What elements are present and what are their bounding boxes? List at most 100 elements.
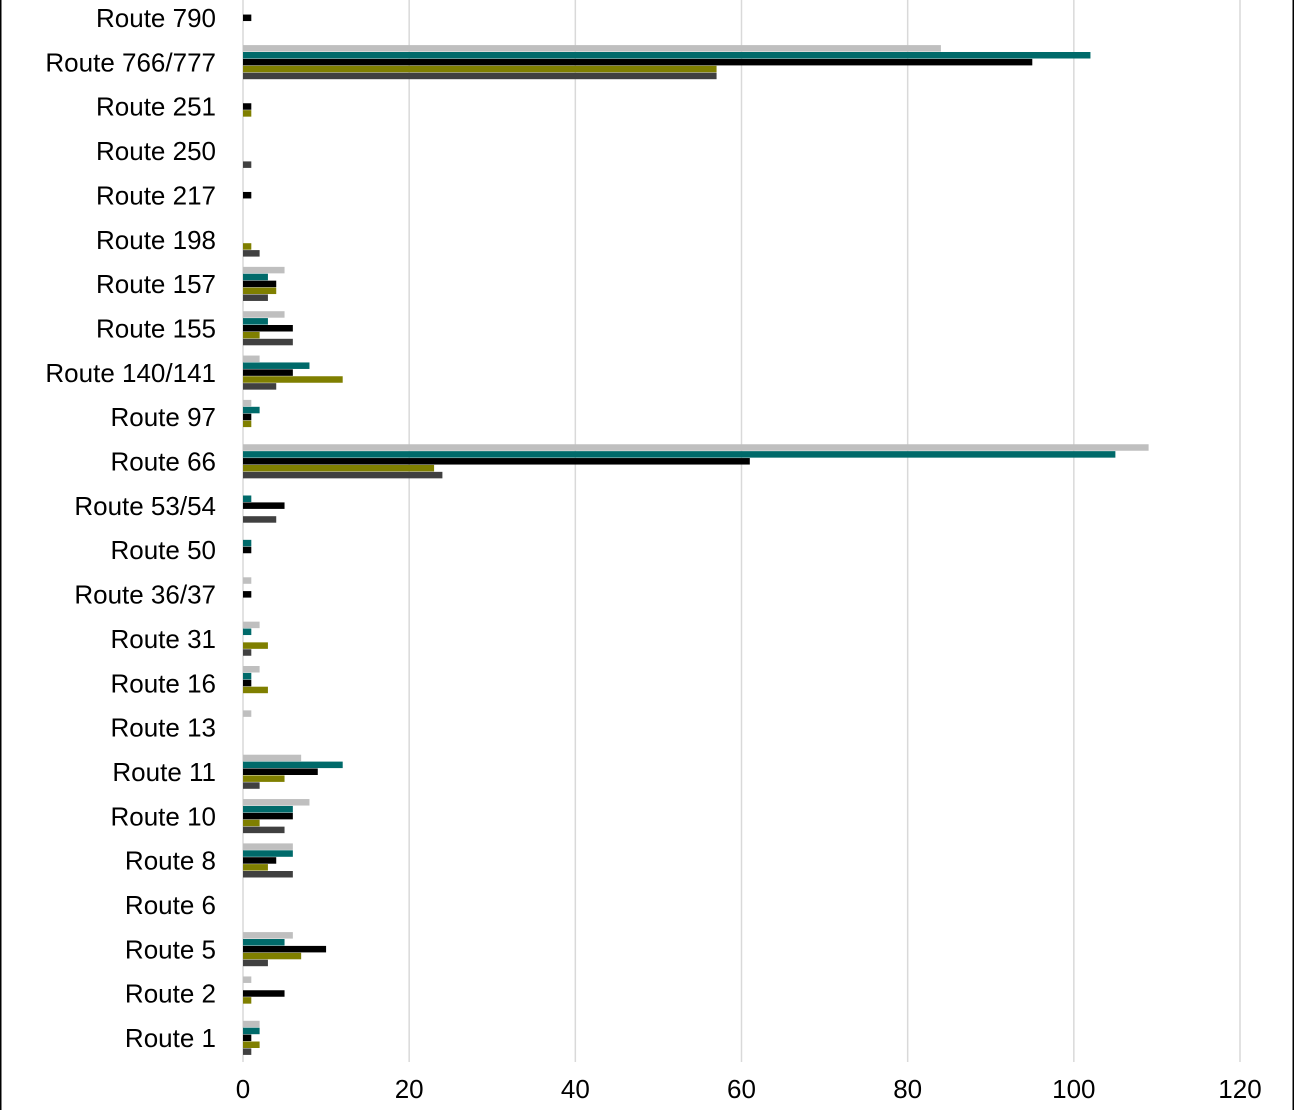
bar bbox=[243, 710, 252, 717]
category-label: Route 97 bbox=[110, 402, 216, 432]
bar bbox=[243, 399, 252, 407]
bar bbox=[243, 369, 293, 376]
bar bbox=[243, 1020, 260, 1028]
bar bbox=[243, 775, 285, 782]
bar bbox=[243, 1048, 252, 1055]
bars bbox=[243, 14, 1149, 1055]
bar bbox=[243, 413, 252, 421]
x-tick-label: 100 bbox=[1052, 1074, 1095, 1104]
bar bbox=[243, 546, 252, 554]
bar bbox=[243, 318, 268, 325]
bar bbox=[243, 45, 941, 52]
category-label: Route 157 bbox=[96, 269, 216, 299]
bar bbox=[243, 444, 1149, 451]
bar bbox=[243, 355, 260, 363]
category-label: Route 1 bbox=[125, 1023, 216, 1053]
bar bbox=[243, 1027, 260, 1035]
x-tick-label: 0 bbox=[236, 1074, 250, 1104]
bar bbox=[243, 621, 260, 629]
bar bbox=[243, 273, 268, 281]
bar bbox=[243, 250, 260, 257]
category-label: Route 16 bbox=[110, 668, 216, 698]
category-label: Route 11 bbox=[112, 757, 216, 787]
bar bbox=[243, 799, 310, 806]
category-label: Route 8 bbox=[125, 846, 216, 876]
category-label: Route 790 bbox=[96, 3, 216, 33]
bar bbox=[243, 420, 252, 428]
bar bbox=[243, 932, 293, 939]
x-tick-label: 120 bbox=[1218, 1074, 1261, 1104]
bar bbox=[243, 110, 252, 117]
bar bbox=[243, 850, 293, 857]
bar bbox=[243, 52, 1091, 59]
bar bbox=[243, 826, 285, 834]
bar bbox=[243, 628, 252, 636]
bar bbox=[243, 58, 1033, 66]
bar bbox=[243, 857, 277, 864]
category-label: Route 10 bbox=[110, 801, 216, 831]
bar bbox=[243, 577, 252, 584]
bar bbox=[243, 103, 252, 110]
x-tick-label: 80 bbox=[893, 1074, 922, 1104]
bar bbox=[243, 243, 252, 250]
category-label: Route 6 bbox=[125, 890, 216, 920]
bar bbox=[243, 679, 252, 687]
bar bbox=[243, 287, 277, 295]
bar bbox=[243, 495, 252, 502]
bar bbox=[243, 649, 252, 656]
bar bbox=[243, 1041, 260, 1048]
bar bbox=[243, 161, 252, 168]
category-label: Route 766/777 bbox=[45, 47, 216, 77]
bar bbox=[243, 338, 293, 346]
bar bbox=[243, 819, 260, 827]
bar bbox=[243, 383, 277, 390]
category-label: Route 13 bbox=[110, 713, 216, 743]
bar bbox=[243, 311, 285, 318]
bar bbox=[243, 591, 252, 598]
bar bbox=[243, 464, 435, 472]
bar bbox=[243, 672, 252, 680]
bar bbox=[243, 266, 285, 274]
category-label: Route 50 bbox=[110, 535, 216, 565]
gridlines bbox=[242, 0, 1241, 1062]
bar bbox=[243, 945, 327, 953]
bar bbox=[243, 516, 277, 523]
bar bbox=[243, 952, 302, 960]
bar bbox=[243, 939, 285, 946]
x-tick-label: 20 bbox=[395, 1074, 424, 1104]
bar bbox=[243, 959, 268, 967]
bar bbox=[243, 362, 310, 369]
bar bbox=[243, 72, 717, 80]
bar bbox=[243, 65, 717, 73]
bar bbox=[243, 294, 268, 301]
bar bbox=[243, 406, 260, 414]
category-label: Route 250 bbox=[96, 136, 216, 166]
category-label: Route 2 bbox=[125, 979, 216, 1009]
category-label: Route 53/54 bbox=[74, 491, 216, 521]
bar bbox=[243, 539, 252, 547]
bar bbox=[243, 761, 343, 769]
bar bbox=[243, 997, 252, 1004]
category-label: Route 198 bbox=[96, 225, 216, 255]
bar bbox=[243, 666, 260, 673]
bar bbox=[243, 471, 443, 479]
category-label: Route 217 bbox=[96, 180, 216, 210]
bar bbox=[243, 843, 293, 850]
category-label: Route 66 bbox=[110, 447, 216, 477]
x-tick-label: 40 bbox=[561, 1074, 590, 1104]
bar bbox=[243, 812, 293, 820]
bar bbox=[243, 1034, 252, 1042]
category-label: Route 140/141 bbox=[45, 358, 216, 388]
bar bbox=[243, 325, 293, 332]
bar bbox=[243, 280, 277, 288]
category-labels: Route 790 Route 766/777 Route 251 Route 250… bbox=[45, 3, 216, 1053]
bar bbox=[243, 642, 268, 649]
bar bbox=[243, 376, 343, 383]
bar bbox=[243, 502, 285, 509]
bar bbox=[243, 451, 1116, 458]
x-tick-labels: 0 20 40 60 80 100 120 bbox=[236, 1074, 1262, 1104]
category-label: Route 31 bbox=[110, 624, 216, 654]
bar bbox=[243, 14, 252, 22]
